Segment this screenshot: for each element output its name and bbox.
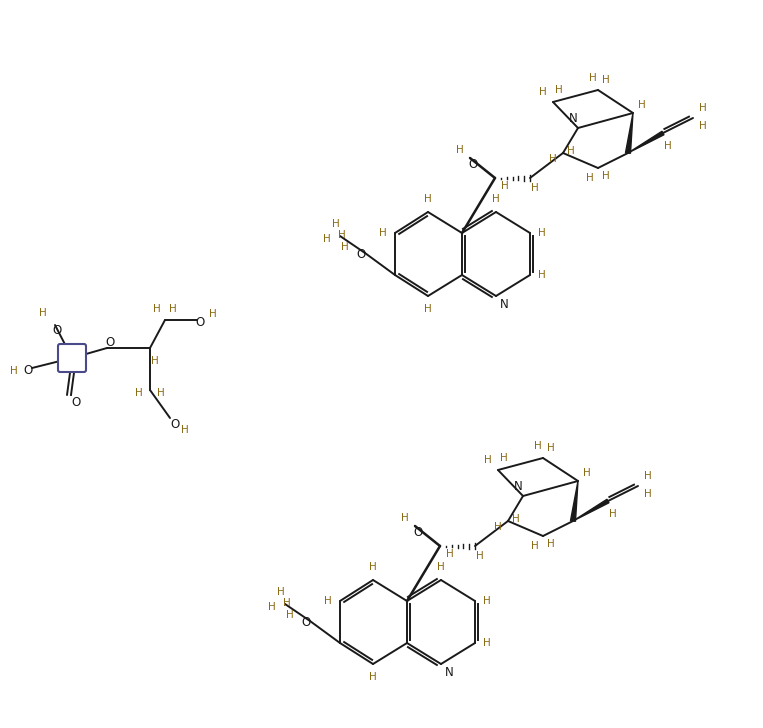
Text: H: H xyxy=(549,154,557,164)
Text: O: O xyxy=(170,417,179,430)
Text: O: O xyxy=(468,157,478,170)
Text: O: O xyxy=(301,617,311,630)
Text: H: H xyxy=(555,85,563,95)
Text: H: H xyxy=(539,87,547,97)
Text: O: O xyxy=(53,323,62,336)
Text: H: H xyxy=(483,596,491,606)
FancyBboxPatch shape xyxy=(58,344,86,372)
Text: H: H xyxy=(476,551,484,561)
Text: H: H xyxy=(483,638,491,648)
Text: H: H xyxy=(512,514,520,524)
Text: H: H xyxy=(446,549,454,559)
Text: H: H xyxy=(534,441,542,451)
Text: H: H xyxy=(369,562,377,572)
Text: H: H xyxy=(286,610,294,620)
Polygon shape xyxy=(626,113,633,154)
Text: H: H xyxy=(379,228,387,238)
Text: N: N xyxy=(513,480,523,493)
Text: H: H xyxy=(151,356,159,366)
Text: H: H xyxy=(181,425,189,435)
Text: H: H xyxy=(531,183,539,193)
Text: H: H xyxy=(602,171,610,181)
Text: H: H xyxy=(209,309,217,319)
Text: H: H xyxy=(424,194,432,204)
Text: H: H xyxy=(538,228,546,238)
Text: H: H xyxy=(664,141,672,151)
Text: H: H xyxy=(424,304,432,314)
Text: H: H xyxy=(547,443,555,453)
Text: H: H xyxy=(644,489,652,499)
Polygon shape xyxy=(573,499,609,521)
Text: O: O xyxy=(24,365,33,378)
Text: H: H xyxy=(341,242,349,252)
Text: H: H xyxy=(283,598,291,608)
Text: O: O xyxy=(105,336,114,349)
Text: H: H xyxy=(369,672,377,682)
Text: H: H xyxy=(324,596,332,606)
Text: H: H xyxy=(456,145,464,155)
Text: H: H xyxy=(332,219,340,229)
Text: O: O xyxy=(356,248,365,261)
Text: H: H xyxy=(169,304,177,314)
Text: H: H xyxy=(10,366,18,376)
Text: H: H xyxy=(157,388,165,398)
Text: H: H xyxy=(638,100,645,110)
Text: H: H xyxy=(323,234,331,244)
Polygon shape xyxy=(628,131,664,153)
Text: H: H xyxy=(609,509,617,519)
Text: H: H xyxy=(699,103,707,113)
Text: H: H xyxy=(401,513,409,523)
Text: H: H xyxy=(268,602,276,612)
Text: H: H xyxy=(547,539,555,549)
Text: O: O xyxy=(72,395,81,408)
Text: H: H xyxy=(589,73,597,83)
Text: H: H xyxy=(602,75,610,85)
Text: H: H xyxy=(586,173,594,183)
Text: H: H xyxy=(39,308,47,318)
Text: H: H xyxy=(485,455,492,465)
Text: H: H xyxy=(437,562,445,572)
Text: N: N xyxy=(500,298,508,311)
Text: N: N xyxy=(445,665,453,678)
Text: H: H xyxy=(531,541,539,551)
Text: P: P xyxy=(68,352,76,365)
Text: H: H xyxy=(277,587,285,597)
Text: H: H xyxy=(492,194,500,204)
Text: H: H xyxy=(153,304,161,314)
Text: H: H xyxy=(494,522,502,532)
Text: H: H xyxy=(135,388,143,398)
Text: H: H xyxy=(699,121,707,131)
Text: H: H xyxy=(567,146,575,156)
Text: O: O xyxy=(414,526,423,539)
Text: H: H xyxy=(538,270,546,280)
Text: H: H xyxy=(338,230,346,240)
Text: H: H xyxy=(501,181,509,191)
Text: H: H xyxy=(644,471,652,481)
Polygon shape xyxy=(571,481,578,521)
Text: O: O xyxy=(195,317,204,330)
Text: N: N xyxy=(568,111,578,124)
Text: H: H xyxy=(583,468,591,478)
Text: H: H xyxy=(500,453,508,463)
